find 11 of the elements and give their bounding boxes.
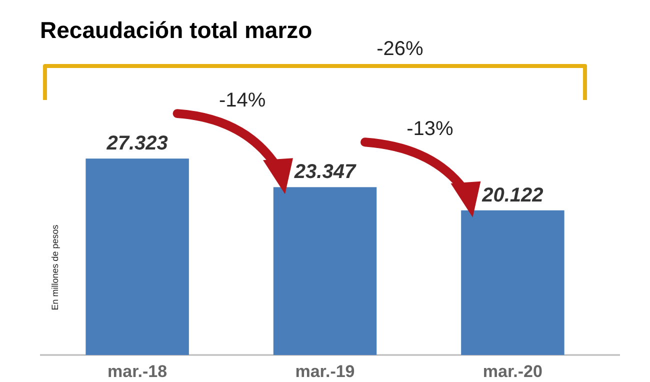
y-axis-title: En millones de pesos bbox=[50, 224, 60, 310]
data-label: 27.323 bbox=[106, 132, 168, 155]
text: -26% bbox=[376, 38, 424, 60]
chart-title: Recaudación total marzo bbox=[40, 17, 312, 43]
text: -13% bbox=[406, 118, 454, 140]
x-tick-label: mar.-20 bbox=[482, 362, 542, 381]
x-tick-label: mar.-18 bbox=[108, 362, 168, 381]
data-label: 20.122 bbox=[481, 184, 544, 206]
data-label: 23.347 bbox=[293, 161, 356, 184]
text: -14% bbox=[218, 90, 266, 112]
x-tick-label: mar.-19 bbox=[295, 362, 355, 381]
